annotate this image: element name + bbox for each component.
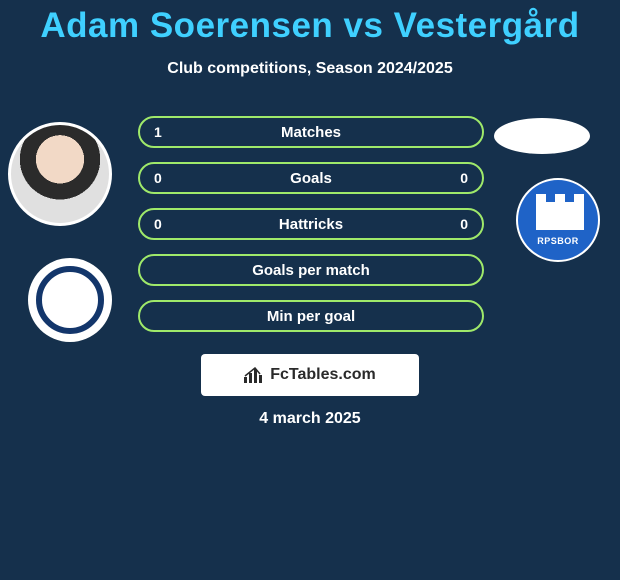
stat-label: Min per goal xyxy=(267,308,355,325)
club-right-logo: RPSBOR xyxy=(516,178,600,262)
stat-value-left xyxy=(140,256,168,284)
bar-chart-icon xyxy=(244,367,264,383)
brand-badge[interactable]: FcTables.com xyxy=(201,354,419,396)
stat-row: 0 Goals 0 xyxy=(138,162,484,194)
stat-value-left: 1 xyxy=(140,118,176,146)
club-right-label: RPSBOR xyxy=(518,236,598,246)
stat-value-right: 0 xyxy=(446,210,482,238)
page-title: Adam Soerensen vs Vestergård xyxy=(0,0,620,46)
stat-rows: 1 Matches 0 Goals 0 0 Hattricks 0 Goals per matc… xyxy=(138,116,484,346)
stat-value-left: 0 xyxy=(140,164,176,192)
stat-label: Matches xyxy=(281,124,341,141)
stat-value-right xyxy=(454,256,482,284)
page-subtitle: Club competitions, Season 2024/2025 xyxy=(0,60,620,78)
player-left-avatar xyxy=(8,122,112,226)
castle-icon xyxy=(536,194,584,230)
club-left-logo xyxy=(28,258,112,342)
stat-value-right xyxy=(454,302,482,330)
stat-value-left xyxy=(140,302,168,330)
stat-label: Hattricks xyxy=(279,216,343,233)
stat-value-right xyxy=(454,118,482,146)
stat-row: 0 Hattricks 0 xyxy=(138,208,484,240)
date-text: 4 march 2025 xyxy=(0,410,620,428)
stat-row: Min per goal xyxy=(138,300,484,332)
stat-value-right: 0 xyxy=(446,164,482,192)
brand-text: FcTables.com xyxy=(270,366,376,384)
stat-row: 1 Matches xyxy=(138,116,484,148)
player-right-avatar xyxy=(494,118,590,154)
stat-row: Goals per match xyxy=(138,254,484,286)
comparison-card: Adam Soerensen vs Vestergård Club compet… xyxy=(0,0,620,580)
stat-value-left: 0 xyxy=(140,210,176,238)
stat-label: Goals xyxy=(290,170,332,187)
stat-label: Goals per match xyxy=(252,262,370,279)
